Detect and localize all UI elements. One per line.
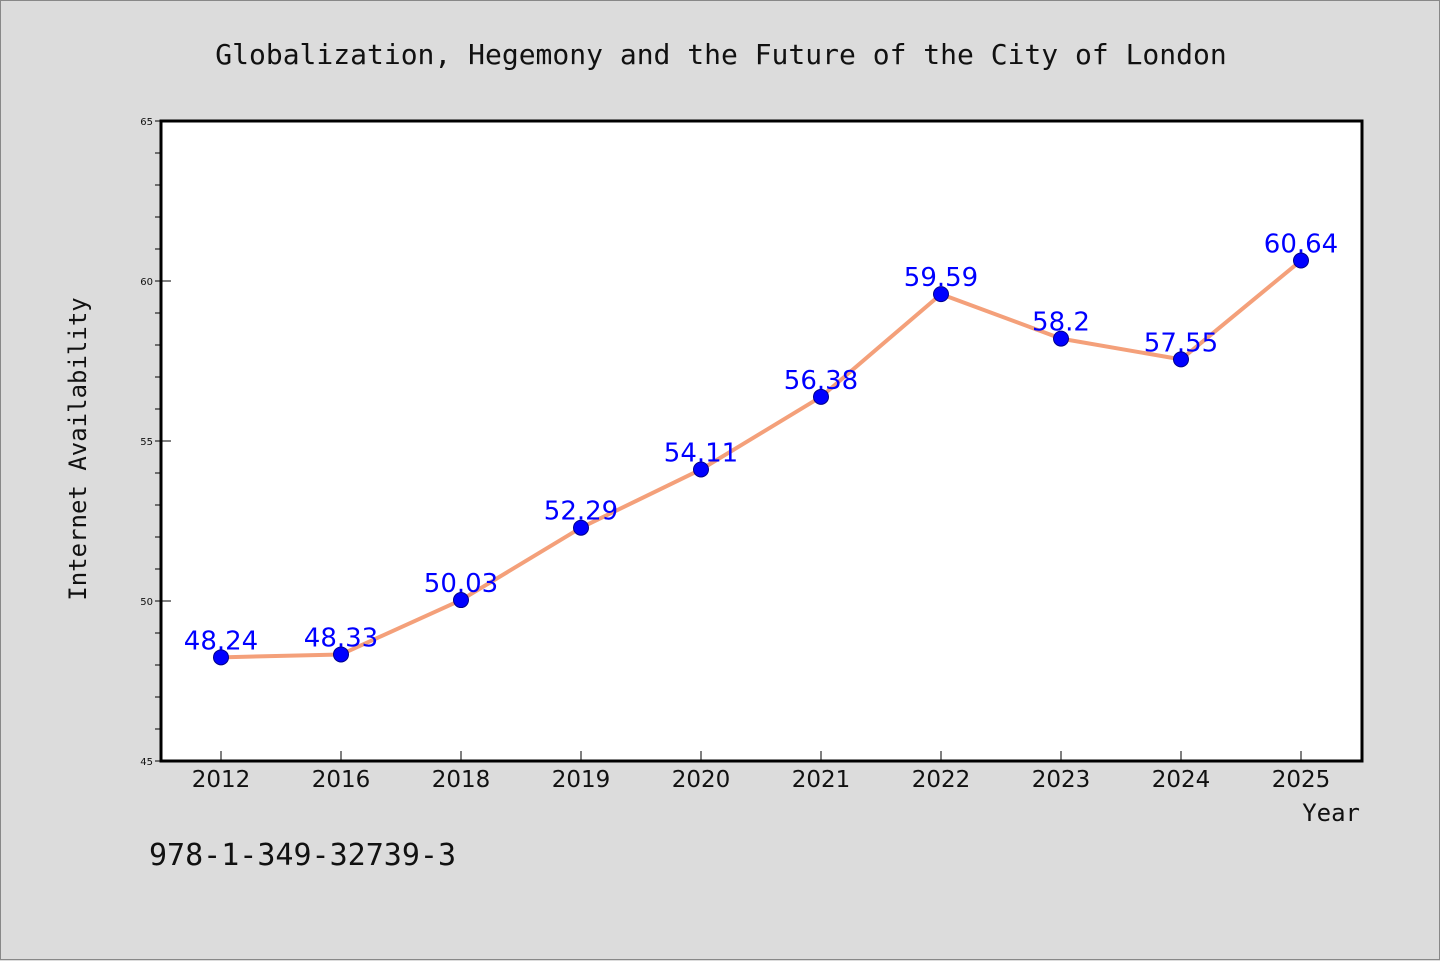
data-label: 52.29: [544, 497, 618, 527]
data-label: 54.11: [664, 438, 738, 468]
data-label: 58.2: [1032, 308, 1090, 338]
y-tick-label: 50: [140, 597, 153, 608]
data-point-marker: [1293, 252, 1309, 269]
y-axis: 45 50 55 60 65: [140, 117, 171, 768]
x-tick-label: 2023: [1032, 767, 1091, 793]
y-tick-label: 55: [140, 437, 153, 448]
y-tick-label: 65: [140, 117, 153, 128]
data-point-marker: [1173, 351, 1189, 368]
data-point-marker: [1053, 330, 1069, 347]
x-tick-label: 2012: [192, 767, 251, 793]
y-tick-label: 60: [140, 277, 153, 288]
x-axis: 2012 2016 2018 2019 2020 2021 2022 2023 2024 2025: [192, 751, 1331, 793]
series-line: [219, 258, 1303, 660]
data-point-marker: [453, 592, 469, 609]
data-markers: [213, 252, 1309, 666]
x-tick-label: 2019: [552, 767, 611, 793]
data-point-marker: [933, 286, 949, 303]
data-label: 60.64: [1264, 230, 1338, 260]
data-label: 56.38: [784, 366, 858, 396]
x-tick-label: 2018: [432, 767, 491, 793]
y-tick-label: 45: [140, 757, 153, 768]
data-label: 59.59: [904, 263, 978, 293]
data-point-marker: [813, 388, 829, 405]
x-tick-label: 2022: [912, 767, 971, 793]
data-label: 50.03: [424, 569, 498, 599]
x-tick-label: 2024: [1152, 767, 1211, 793]
x-tick-label: 2021: [792, 767, 851, 793]
data-point-marker: [333, 646, 349, 663]
data-label: 48.24: [184, 626, 258, 656]
x-axis-title: Year: [1302, 799, 1360, 827]
chart-title: Globalization, Hegemony and the Future o…: [215, 38, 1226, 71]
data-point-marker: [213, 649, 229, 666]
x-tick-label: 2025: [1272, 767, 1331, 793]
data-point-marker: [693, 461, 709, 478]
data-labels: 48.24 48.33 50.03 52.29 54.11 56.38 59.59 58.2 5…: [184, 230, 1338, 657]
y-axis-title: Internet Availability: [64, 297, 92, 600]
x-tick-label: 2016: [312, 767, 371, 793]
data-label: 57.55: [1144, 328, 1218, 358]
plot-area: [159, 119, 1364, 763]
data-label: 48.33: [304, 623, 378, 653]
footer-isbn-text: 978-1-349-32739-3: [149, 838, 456, 873]
x-tick-label: 2020: [672, 767, 731, 793]
data-point-marker: [573, 519, 589, 536]
